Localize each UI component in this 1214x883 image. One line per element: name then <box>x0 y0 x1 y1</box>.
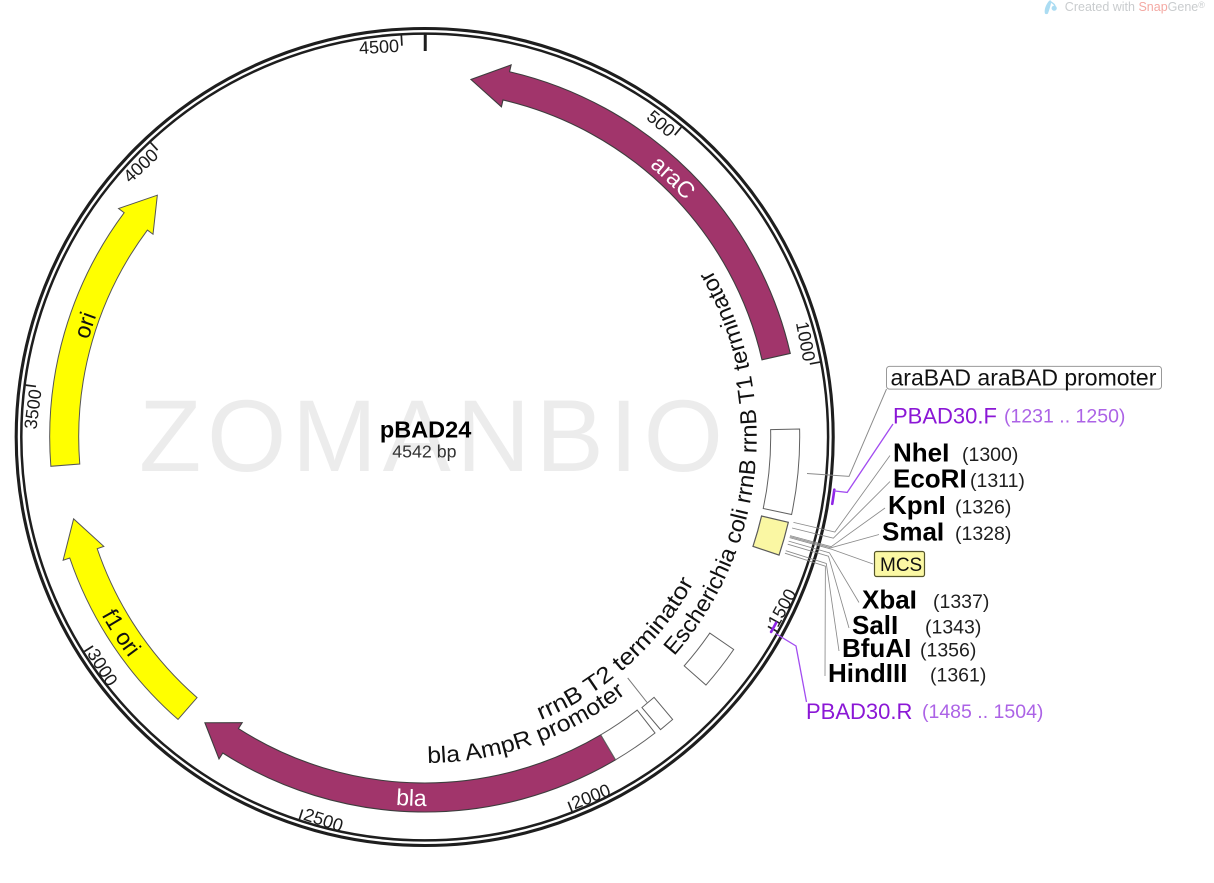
svg-text:(1231 .. 1250): (1231 .. 1250) <box>1004 406 1125 428</box>
svg-text:MCS: MCS <box>880 555 922 576</box>
svg-text:4500: 4500 <box>358 36 399 58</box>
svg-text:Created with SnapGene®: Created with SnapGene® <box>1065 0 1205 14</box>
svg-text:HindIII: HindIII <box>828 658 907 688</box>
svg-text:(1326): (1326) <box>955 497 1011 519</box>
svg-text:(1311): (1311) <box>970 470 1025 492</box>
svg-text:4542 bp: 4542 bp <box>392 442 456 462</box>
svg-text:(1356): (1356) <box>920 640 976 662</box>
svg-text:(1485 .. 1504): (1485 .. 1504) <box>922 701 1043 723</box>
svg-text:pBAD24: pBAD24 <box>380 416 471 442</box>
svg-text:(1337): (1337) <box>933 591 989 613</box>
svg-text:KpnI: KpnI <box>888 490 946 520</box>
svg-text:EcoRI: EcoRI <box>893 464 967 494</box>
svg-text:(1300): (1300) <box>962 444 1018 466</box>
svg-text:SmaI: SmaI <box>882 517 944 547</box>
svg-text:(1361): (1361) <box>930 665 986 687</box>
svg-text:PBAD30.F: PBAD30.F <box>893 404 997 429</box>
svg-text:araBAD araBAD promoter: araBAD araBAD promoter <box>891 364 1157 390</box>
svg-text:(1328): (1328) <box>955 523 1011 545</box>
svg-text:bla: bla <box>396 784 427 811</box>
svg-text:(1343): (1343) <box>925 617 981 639</box>
svg-text:PBAD30.R: PBAD30.R <box>806 699 912 724</box>
